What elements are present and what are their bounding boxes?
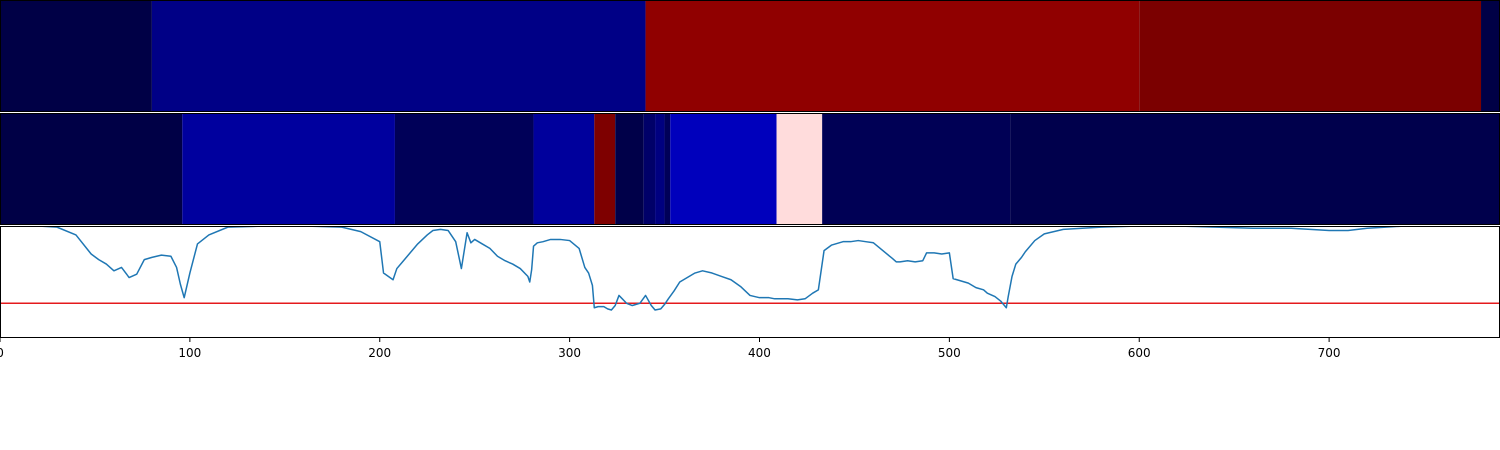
x-tick-label: 400 (748, 346, 771, 360)
heatmap-segment-1-12 (1010, 113, 1500, 225)
heatmap-track-top (0, 0, 1500, 112)
heatmap-segment-0-4 (1481, 0, 1500, 112)
heatmap-segment-1-8 (664, 113, 671, 225)
heatmap-segment-1-3 (533, 113, 595, 225)
heatmap-track-middle (0, 113, 1500, 225)
heatmap-segment-1-1 (182, 113, 395, 225)
line-panel-background (0, 226, 1500, 338)
heatmap-segment-0-2 (645, 0, 1140, 112)
heatmap-segment-1-11 (822, 113, 1011, 225)
heatmap-segment-1-0 (0, 113, 183, 225)
x-tick-label: 300 (558, 346, 581, 360)
heatmap-segment-1-7 (655, 113, 665, 225)
heatmap-segment-1-2 (394, 113, 534, 225)
x-tick-label: 500 (938, 346, 961, 360)
x-tick-label: 0 (0, 346, 4, 360)
heatmap-segment-0-0 (0, 0, 152, 112)
heatmap-segment-1-5 (615, 113, 644, 225)
heatmap-segment-0-1 (151, 0, 646, 112)
x-tick-label: 100 (178, 346, 201, 360)
x-axis: 0 100 200 300 400 500 600 700 (0, 338, 1341, 360)
heatmap-segment-1-9 (670, 113, 777, 225)
heatmap-segment-1-10 (776, 113, 823, 225)
x-tick-label: 600 (1128, 346, 1151, 360)
x-tick-label: 700 (1318, 346, 1341, 360)
line-panel (0, 226, 1500, 338)
heatmap-segment-1-6 (643, 113, 656, 225)
heatmap-segment-0-3 (1139, 0, 1482, 112)
heatmap-segment-1-4 (594, 113, 616, 225)
x-tick-label: 200 (368, 346, 391, 360)
